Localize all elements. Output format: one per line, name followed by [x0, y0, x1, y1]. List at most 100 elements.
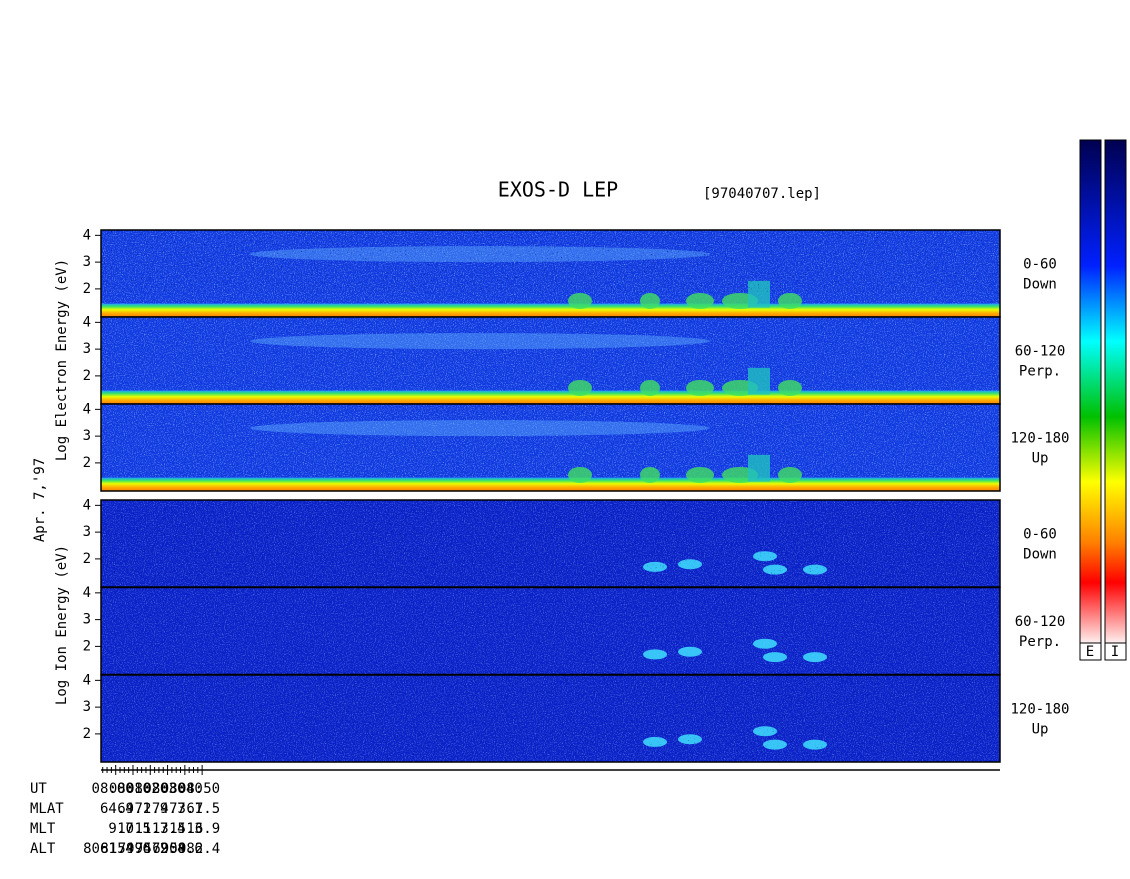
y-tick-label: 3	[83, 524, 91, 540]
ion-burst	[753, 638, 777, 649]
y-tick-label: 3	[83, 254, 91, 270]
spectrogram-panel	[101, 404, 1000, 491]
orbit-value: 11.7	[135, 821, 169, 837]
orbit-value: 69.1	[117, 801, 151, 817]
direction: Down	[1023, 547, 1057, 563]
orbit-label: UT	[30, 781, 47, 797]
ut-label: 08:50	[178, 781, 220, 797]
burst	[640, 466, 660, 483]
pitch-angle: 60-120	[1015, 344, 1066, 360]
sparse-dots	[101, 675, 1000, 762]
colorbars: E I	[1079, 139, 1127, 661]
orbit-value: 7579.4	[135, 841, 186, 857]
burst	[568, 466, 592, 483]
ut-label: 08:20	[126, 781, 168, 797]
spectrogram-panel	[101, 230, 1000, 317]
orbit-label: ALT	[30, 841, 56, 857]
sparse-dots	[101, 230, 1000, 292]
bright-band	[101, 477, 1000, 491]
sparse-dots	[101, 500, 1000, 587]
orbit-value: 73.1	[169, 801, 203, 817]
y-tick-label: 3	[83, 428, 91, 444]
burst	[778, 466, 802, 483]
y-tick-label: 2	[83, 455, 91, 471]
y-tick-label: 3	[83, 699, 91, 715]
orbit-value: 8154.6	[100, 841, 151, 857]
burst	[640, 379, 660, 396]
faint-band	[250, 420, 710, 437]
orbit-value: 10.5	[117, 821, 151, 837]
burst	[778, 292, 802, 309]
y-tick-label: 2	[83, 638, 91, 654]
y-tick-label: 3	[83, 612, 91, 628]
y-tick-label: 2	[83, 551, 91, 567]
ion-burst	[678, 646, 702, 657]
spectrogram-panel	[101, 587, 1000, 675]
y-tick-label: 4	[83, 585, 91, 601]
faint-band	[250, 333, 710, 350]
noise	[101, 317, 1000, 404]
noise	[101, 587, 1000, 675]
y-tick-label: 4	[83, 401, 91, 417]
panel-frame	[100, 403, 1001, 492]
colorbar-electron	[1079, 139, 1102, 644]
ion-axis-label: Log Ion Energy (eV)	[54, 545, 70, 705]
ut-label: 08:30	[143, 781, 185, 797]
electron-axis-label: Log Electron Energy (eV)	[54, 259, 70, 461]
orbit-value: 72.9	[135, 801, 169, 817]
direction: Up	[1032, 451, 1049, 467]
y-tick-label: 4	[83, 672, 91, 688]
ion-burst	[803, 652, 827, 663]
spectrogram-panel	[101, 500, 1000, 587]
y-tick-label: 4	[83, 314, 91, 330]
orbit-value: 13.4	[152, 821, 186, 837]
orbit-value: 7994.2	[118, 841, 169, 857]
y-tick-label: 4	[83, 227, 91, 243]
spectrogram-panel	[101, 675, 1000, 762]
file-name: [97040707.lep]	[703, 186, 821, 202]
colorbar-ion	[1104, 139, 1127, 644]
direction: Up	[1032, 722, 1049, 738]
burst	[568, 292, 592, 309]
burst	[568, 379, 592, 396]
burst	[686, 466, 714, 483]
burst	[778, 379, 802, 396]
orbit-label: MLT	[30, 821, 56, 837]
burst	[686, 379, 714, 396]
bright-band	[101, 303, 1000, 317]
burst	[748, 367, 770, 395]
spectrogram-panel	[101, 317, 1000, 404]
orbit-value: 9.7	[108, 821, 133, 837]
orbit-label: MLAT	[30, 801, 64, 817]
direction: Perp.	[1019, 364, 1061, 380]
orbit-value: 16.9	[186, 821, 220, 837]
burst	[748, 454, 770, 482]
pitch-angle: 0-60	[1023, 257, 1057, 273]
pitch-angle: 120-180	[1010, 431, 1069, 447]
burst	[640, 292, 660, 309]
pitch-angle: 0-60	[1023, 527, 1057, 543]
colorbar-box	[1079, 642, 1102, 661]
ion-burst	[763, 652, 787, 663]
orbit-value: 5982.4	[170, 841, 221, 857]
colorbar-label: E	[1086, 644, 1094, 660]
ut-label: 08:00	[92, 781, 134, 797]
orbit-value: 8061.4	[83, 841, 134, 857]
title: EXOS-D LEP	[498, 178, 618, 202]
y-tick-label: 2	[83, 281, 91, 297]
date: Apr. 7,'97	[32, 458, 48, 542]
orbit-value: 74.7	[152, 801, 186, 817]
orbit-value: 67.5	[186, 801, 220, 817]
direction: Down	[1023, 277, 1057, 293]
y-tick-label: 3	[83, 341, 91, 357]
colorbar-box	[1104, 642, 1127, 661]
colorbar-label: I	[1111, 644, 1119, 660]
y-tick-label: 2	[83, 368, 91, 384]
ut-label: 08:10	[109, 781, 151, 797]
direction: Perp.	[1019, 634, 1061, 650]
bright-band	[101, 390, 1000, 404]
orbit-value: 15.3	[169, 821, 203, 837]
ut-label: 08:40	[161, 781, 203, 797]
panel-frame	[100, 674, 1001, 763]
